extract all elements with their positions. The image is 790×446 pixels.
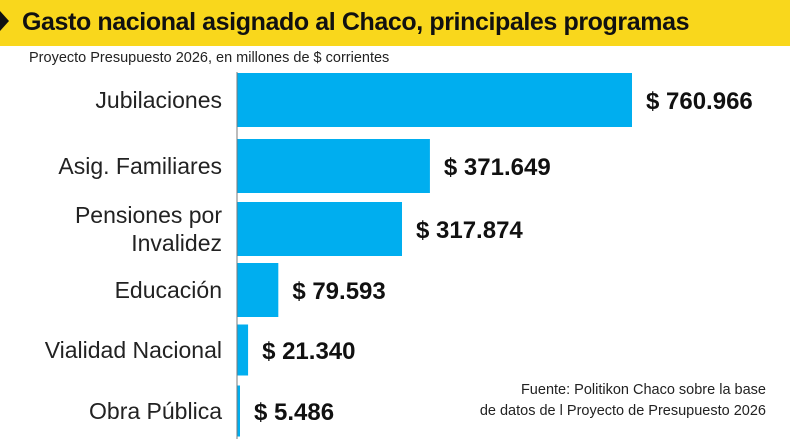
category-label-5: Vialidad Nacional: [45, 337, 222, 363]
bar-4: [237, 263, 279, 317]
category-label-2: Asig. Familiares: [58, 153, 222, 179]
bar-3: [237, 202, 403, 256]
source-line-1: Fuente: Politikon Chaco sobre la base: [520, 382, 766, 398]
category-label-6: Obra Pública: [89, 398, 222, 424]
category-label-1: Jubilaciones: [95, 87, 222, 113]
value-label-6: $ 5.486: [254, 399, 334, 426]
category-label-3-line-1: Pensiones por: [75, 202, 222, 228]
title-notch-icon: [0, 11, 9, 31]
bar-2: [237, 139, 430, 193]
value-label-5: $ 21.340: [262, 338, 355, 365]
chart-title: Gasto nacional asignado al Chaco, princi…: [22, 8, 690, 36]
category-label-3-line-2: Invalidez: [131, 230, 222, 256]
value-label-1: $ 760.966: [646, 88, 753, 115]
bar-6: [237, 385, 240, 437]
bar-1: [237, 73, 632, 127]
source-note: Fuente: Politikon Chaco sobre la base de…: [480, 380, 766, 422]
source-line-2: de datos de l Proyecto de Presupuesto 20…: [479, 403, 766, 419]
value-label-2: $ 371.649: [444, 154, 551, 181]
bar-5: [237, 324, 249, 376]
title-band: Gasto nacional asignado al Chaco, princi…: [0, 0, 790, 46]
chart-subtitle: Proyecto Presupuesto 2026, en millones d…: [29, 50, 390, 66]
value-label-4: $ 79.593: [292, 278, 385, 305]
category-label-4: Educación: [115, 277, 222, 303]
value-label-3: $ 317.874: [416, 217, 523, 244]
